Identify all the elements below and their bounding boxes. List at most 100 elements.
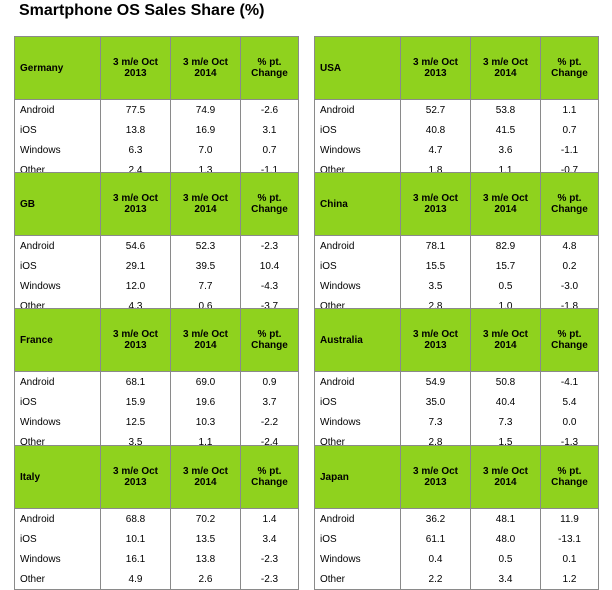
table-row: Windows 6.3 7.0 0.7 xyxy=(14,140,299,160)
column-header: 3 m/e Oct 2014 xyxy=(170,445,241,509)
value-cell: -2.2 xyxy=(240,412,299,432)
value-cell: -4.3 xyxy=(240,276,299,296)
value-cell: 10.4 xyxy=(240,256,299,276)
value-cell: 0.7 xyxy=(240,140,299,160)
table-row: Windows 0.4 0.5 0.1 xyxy=(314,549,599,569)
column-header: 3 m/e Oct 2013 xyxy=(400,36,471,100)
column-header: % pt. Change xyxy=(540,445,599,509)
region-table-japan: Japan 3 m/e Oct 2013 3 m/e Oct 2014% pt. C… xyxy=(314,445,599,590)
os-name: Windows xyxy=(314,276,401,296)
value-cell: 10.1 xyxy=(100,529,171,549)
value-cell: 3.4 xyxy=(240,529,299,549)
table-row: Windows 12.5 10.3 -2.2 xyxy=(14,412,299,432)
value-cell: 2.6 xyxy=(170,569,241,590)
value-cell: -3.0 xyxy=(540,276,599,296)
os-name: iOS xyxy=(14,256,101,276)
value-cell: 0.1 xyxy=(540,549,599,569)
column-header: 3 m/e Oct 2013 xyxy=(400,308,471,372)
table-row: Android 78.1 82.9 4.8 xyxy=(314,235,599,256)
value-cell: 61.1 xyxy=(400,529,471,549)
table-row: Android 54.9 50.8 -4.1 xyxy=(314,371,599,392)
os-name: iOS xyxy=(14,392,101,412)
table-row: iOS 15.5 15.7 0.2 xyxy=(314,256,599,276)
os-name: Windows xyxy=(14,276,101,296)
os-share-tables-grid: Germany 3 m/e Oct 2013 3 m/e Oct 2014% pt.… xyxy=(14,36,599,590)
table-row: Android 68.1 69.0 0.9 xyxy=(14,371,299,392)
os-name: Windows xyxy=(14,140,101,160)
os-name: Android xyxy=(314,508,401,529)
table-row: Windows 4.7 3.6 -1.1 xyxy=(314,140,599,160)
os-name: Android xyxy=(314,235,401,256)
value-cell: 6.3 xyxy=(100,140,171,160)
value-cell: 13.8 xyxy=(100,120,171,140)
column-header: % pt. Change xyxy=(240,36,299,100)
value-cell: 11.9 xyxy=(540,508,599,529)
region-name: GB xyxy=(14,172,101,236)
value-cell: 1.2 xyxy=(540,569,599,590)
value-cell: 10.3 xyxy=(170,412,241,432)
column-header: 3 m/e Oct 2014 xyxy=(470,36,541,100)
table-row: iOS 29.1 39.5 10.4 xyxy=(14,256,299,276)
region-table-germany: Germany 3 m/e Oct 2013 3 m/e Oct 2014% pt.… xyxy=(14,36,299,181)
table-row: Other 4.9 2.6 -2.3 xyxy=(14,569,299,590)
value-cell: 50.8 xyxy=(470,371,541,392)
value-cell: 48.1 xyxy=(470,508,541,529)
region-name: Germany xyxy=(14,36,101,100)
table-row: Android 77.5 74.9 -2.6 xyxy=(14,99,299,120)
os-name: Android xyxy=(14,508,101,529)
value-cell: 82.9 xyxy=(470,235,541,256)
os-name: iOS xyxy=(314,392,401,412)
value-cell: -2.3 xyxy=(240,235,299,256)
value-cell: 7.3 xyxy=(470,412,541,432)
value-cell: 0.7 xyxy=(540,120,599,140)
column-header: 3 m/e Oct 2013 xyxy=(100,36,171,100)
value-cell: 0.9 xyxy=(240,371,299,392)
os-name: Other xyxy=(14,569,101,590)
os-name: Android xyxy=(14,235,101,256)
value-cell: 0.2 xyxy=(540,256,599,276)
value-cell: 15.5 xyxy=(400,256,471,276)
table-row: iOS 13.8 16.9 3.1 xyxy=(14,120,299,140)
region-name: Australia xyxy=(314,308,401,372)
column-header: % pt. Change xyxy=(540,172,599,236)
value-cell: 3.4 xyxy=(470,569,541,590)
table-row: Android 68.8 70.2 1.4 xyxy=(14,508,299,529)
region-name: USA xyxy=(314,36,401,100)
value-cell: 40.8 xyxy=(400,120,471,140)
region-table-italy: Italy 3 m/e Oct 2013 3 m/e Oct 2014% pt. C… xyxy=(14,445,299,590)
value-cell: 13.5 xyxy=(170,529,241,549)
page-title: Smartphone OS Sales Share (%) xyxy=(19,2,265,19)
value-cell: 19.6 xyxy=(170,392,241,412)
value-cell: -1.1 xyxy=(540,140,599,160)
os-name: Android xyxy=(314,99,401,120)
value-cell: 7.0 xyxy=(170,140,241,160)
table-row: iOS 10.1 13.5 3.4 xyxy=(14,529,299,549)
table-row: iOS 61.1 48.0 -13.1 xyxy=(314,529,599,549)
column-header: 3 m/e Oct 2013 xyxy=(400,445,471,509)
value-cell: -2.6 xyxy=(240,99,299,120)
value-cell: 77.5 xyxy=(100,99,171,120)
table-row: iOS 35.0 40.4 5.4 xyxy=(314,392,599,412)
value-cell: 54.9 xyxy=(400,371,471,392)
os-name: Other xyxy=(314,569,401,590)
column-header: % pt. Change xyxy=(240,445,299,509)
value-cell: 4.7 xyxy=(400,140,471,160)
value-cell: 4.8 xyxy=(540,235,599,256)
region-table-france: France 3 m/e Oct 2013 3 m/e Oct 2014% pt. … xyxy=(14,308,299,453)
os-name: Windows xyxy=(14,549,101,569)
table-row: Windows 7.3 7.3 0.0 xyxy=(314,412,599,432)
os-name: iOS xyxy=(314,120,401,140)
value-cell: 74.9 xyxy=(170,99,241,120)
value-cell: 13.8 xyxy=(170,549,241,569)
value-cell: 12.5 xyxy=(100,412,171,432)
value-cell: 41.5 xyxy=(470,120,541,140)
region-name: France xyxy=(14,308,101,372)
value-cell: 5.4 xyxy=(540,392,599,412)
value-cell: 0.5 xyxy=(470,549,541,569)
value-cell: 15.9 xyxy=(100,392,171,412)
table-row: Windows 3.5 0.5 -3.0 xyxy=(314,276,599,296)
column-header: 3 m/e Oct 2014 xyxy=(170,36,241,100)
column-header: 3 m/e Oct 2013 xyxy=(100,308,171,372)
value-cell: -4.1 xyxy=(540,371,599,392)
os-name: Windows xyxy=(314,412,401,432)
